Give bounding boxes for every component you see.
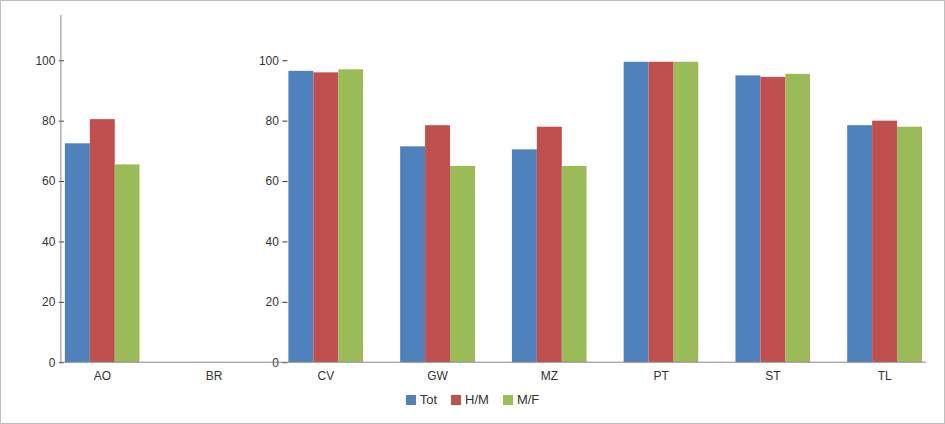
svg-text:80: 80 [42, 114, 56, 128]
svg-text:100: 100 [35, 54, 55, 68]
svg-text:TL: TL [878, 369, 892, 383]
svg-text:40: 40 [266, 235, 280, 249]
svg-text:GW: GW [427, 369, 448, 383]
html-text:M/F: M/F [516, 392, 540, 408]
html-text:H/M: H/M [465, 392, 489, 408]
svg-text:0: 0 [272, 355, 279, 370]
svg-text:AO: AO [94, 369, 111, 383]
svg-text:MZ: MZ [541, 369, 558, 383]
svg-text:80: 80 [266, 114, 280, 128]
svg-text:20: 20 [42, 295, 56, 309]
svg-text:20: 20 [266, 295, 280, 309]
svg-text:CV: CV [317, 369, 334, 383]
svg-text:60: 60 [42, 174, 56, 188]
svg-text:100: 100 [259, 54, 279, 68]
svg-text:PT: PT [653, 369, 669, 383]
svg-text:0: 0 [49, 356, 56, 370]
html-text:Tot: Tot [419, 392, 437, 408]
svg-text:40: 40 [42, 235, 56, 249]
svg-text:BR: BR [206, 369, 223, 383]
svg-text:ST: ST [765, 369, 781, 383]
svg-text:60: 60 [266, 174, 280, 188]
